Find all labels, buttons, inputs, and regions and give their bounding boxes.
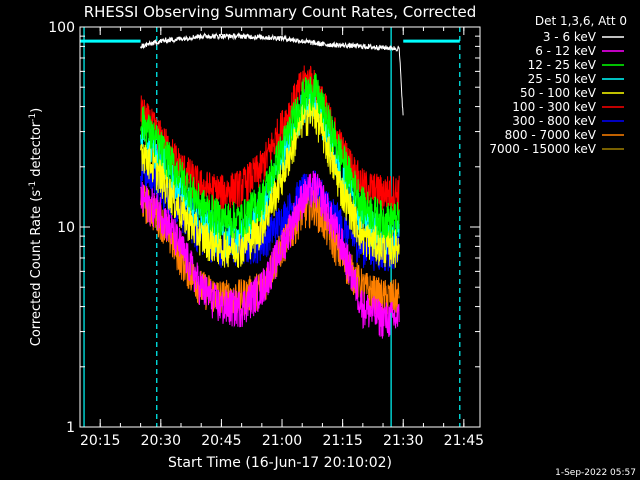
y-axis-ticks: 1 10 100 bbox=[48, 20, 480, 436]
x-tick-label-6: 21:30 bbox=[383, 433, 423, 449]
x-tick-label-4: 21:00 bbox=[262, 433, 302, 449]
plot-area bbox=[80, 27, 461, 428]
legend-label-8: 800 - 7000 keV bbox=[505, 128, 597, 142]
legend-label-6: 100 - 300 keV bbox=[512, 100, 596, 114]
legend-label-5: 50 - 100 keV bbox=[520, 86, 597, 100]
chart-title: RHESSI Observing Summary Count Rates, Co… bbox=[84, 3, 477, 21]
y-tick-label-3: 100 bbox=[48, 20, 75, 36]
legend-label-3: 12 - 25 keV bbox=[528, 58, 597, 72]
series-line-3 bbox=[140, 73, 400, 240]
x-tick-label-3: 20:45 bbox=[201, 433, 241, 449]
x-axis-label: Start Time (16-Jun-17 20:10:02) bbox=[168, 455, 392, 471]
x-tick-label-5: 21:15 bbox=[322, 433, 362, 449]
x-tick-label-1: 20:15 bbox=[80, 433, 120, 449]
x-axis-ticks: 20:15 20:30 20:45 21:00 21:15 21:30 21:45 bbox=[79, 27, 484, 449]
legend-label-1: 3 - 6 keV bbox=[543, 30, 597, 44]
x-tick-label-2: 20:30 bbox=[141, 433, 181, 449]
series-line-2 bbox=[140, 170, 400, 339]
legend-label-7: 300 - 800 keV bbox=[512, 114, 596, 128]
legend-header: Det 1,3,6, Att 0 bbox=[535, 14, 627, 28]
y-tick-label-2: 10 bbox=[57, 220, 75, 236]
legend-label-4: 25 - 50 keV bbox=[528, 72, 597, 86]
legend-label-9: 7000 - 15000 keV bbox=[489, 142, 596, 156]
series-line-1 bbox=[140, 32, 404, 116]
y-axis-label: Corrected Count Rate (s-1 detector-1) bbox=[28, 108, 44, 346]
footer-date: 1-Sep-2022 05:57 bbox=[555, 468, 636, 478]
legend-label-2: 6 - 12 keV bbox=[535, 44, 597, 58]
y-tick-label-1: 1 bbox=[66, 420, 75, 436]
series-line-5 bbox=[140, 98, 400, 268]
x-tick-label-7: 21:45 bbox=[444, 433, 484, 449]
